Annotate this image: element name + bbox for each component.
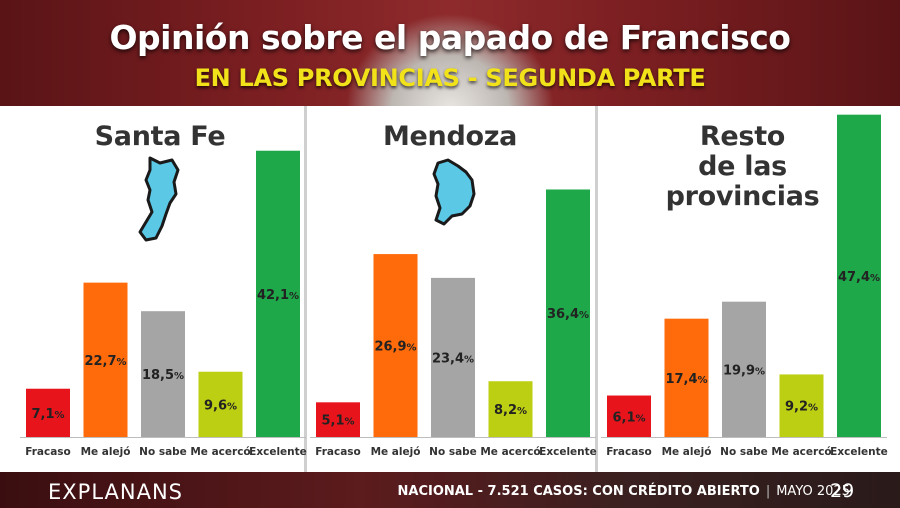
category-label: Fracaso	[315, 446, 361, 458]
bar-value-label: 9,6%	[204, 398, 237, 413]
brand-logo: EXPLANANS	[48, 480, 183, 504]
bar-fracaso	[26, 388, 70, 437]
category-label: No sabe	[720, 446, 768, 458]
category-label: Fracaso	[606, 446, 652, 458]
bar-value-number: 47,4	[838, 270, 870, 285]
bar-value-label: 22,7%	[84, 354, 126, 369]
bar-value-unit: %	[698, 375, 708, 386]
panel-title-line: de las	[698, 151, 787, 182]
bar-me-alejó	[664, 318, 709, 437]
page-subtitle: EN LAS PROVINCIAS - SEGUNDA PARTE	[194, 64, 706, 92]
panel-title-line: Resto	[699, 121, 786, 152]
bar-value-label: 36,4%	[547, 307, 589, 322]
category-label: Me acercó	[771, 446, 831, 458]
bar-value-unit: %	[407, 343, 417, 354]
bar-value-number: 6,1	[612, 410, 635, 425]
bar-me-acercó	[488, 381, 533, 437]
bar-value-label: 26,9%	[374, 340, 416, 355]
bar-value-number: 5,1	[321, 414, 344, 429]
page-number: 29	[830, 480, 855, 502]
mendoza-map-icon	[432, 158, 476, 226]
bar-excelente	[546, 189, 590, 437]
bar-value-number: 22,7	[84, 354, 116, 369]
category-label: Me alejó	[81, 446, 131, 458]
bar-value-unit: %	[345, 417, 355, 428]
panel-title-santa-fe: Santa Fe	[94, 121, 226, 152]
bar-value-number: 9,2	[785, 400, 808, 415]
bar-excelente	[837, 114, 881, 438]
bar-me-alejó	[83, 282, 128, 437]
footer-bar	[0, 472, 900, 508]
bar-value-label: 8,2%	[494, 403, 527, 418]
survey-info: NACIONAL - 7.521 CASOS: CON CRÉDITO ABIE…	[397, 484, 760, 499]
bar-value-unit: %	[579, 310, 589, 321]
category-label: No sabe	[139, 446, 187, 458]
panel-title-line: provincias	[665, 181, 820, 212]
panel-title-resto: Resto de las provincias	[640, 122, 845, 212]
bar-value-unit: %	[55, 410, 65, 421]
footer-info: NACIONAL - 7.521 CASOS: CON CRÉDITO ABIE…	[398, 484, 851, 499]
bar-value-number: 8,2	[494, 403, 517, 418]
bar-value-label: 9,2%	[785, 400, 818, 415]
header-banner: Opinión sobre el papado de Francisco EN …	[0, 0, 900, 106]
bar-no-sabe	[141, 311, 185, 437]
bar-value-number: 18,5	[142, 368, 174, 383]
category-label: No sabe	[429, 446, 477, 458]
bar-value-unit: %	[808, 403, 818, 414]
bar-me-acercó	[779, 374, 824, 437]
bar-value-unit: %	[464, 354, 474, 365]
category-label: Excelente	[539, 446, 597, 458]
santa-fe-map-icon	[138, 156, 180, 242]
bar-value-label: 47,4%	[838, 270, 880, 285]
bar-me-alejó	[373, 254, 418, 437]
bar-value-number: 19,9	[723, 363, 755, 378]
bar-value-label: 7,1%	[31, 407, 64, 422]
bar-value-number: 26,9	[374, 340, 406, 355]
bar-fracaso	[607, 395, 651, 437]
category-label: Me alejó	[371, 446, 421, 458]
footer-separator: |	[765, 484, 771, 499]
bar-value-label: 42,1%	[257, 288, 299, 303]
bar-fracaso	[316, 402, 360, 437]
bar-value-unit: %	[636, 413, 646, 424]
panel-divider	[304, 106, 307, 472]
survey-date: MAYO 2025	[776, 484, 850, 499]
bar-value-number: 7,1	[31, 407, 54, 422]
bar-value-unit: %	[289, 291, 299, 302]
bar-value-unit: %	[227, 401, 237, 412]
bar-no-sabe	[722, 301, 766, 437]
bar-value-number: 42,1	[257, 288, 289, 303]
bar-no-sabe	[431, 277, 475, 437]
category-label: Excelente	[830, 446, 888, 458]
bar-value-label: 18,5%	[142, 368, 184, 383]
category-label: Me alejó	[662, 446, 712, 458]
bar-value-label: 6,1%	[612, 410, 645, 425]
bar-value-unit: %	[755, 366, 765, 377]
bar-value-unit: %	[117, 357, 127, 368]
bar-value-label: 23,4%	[432, 351, 474, 366]
panel-divider	[595, 106, 598, 472]
bar-value-unit: %	[870, 273, 880, 284]
page-title: Opinión sobre el papado de Francisco	[109, 18, 791, 57]
category-label: Excelente	[249, 446, 307, 458]
category-label: Me acercó	[190, 446, 250, 458]
bar-value-number: 9,6	[204, 398, 227, 413]
bar-value-number: 36,4	[547, 307, 579, 322]
bar-value-unit: %	[517, 406, 527, 417]
category-label: Me acercó	[480, 446, 540, 458]
bar-value-label: 5,1%	[321, 414, 354, 429]
bar-value-unit: %	[174, 371, 184, 382]
category-label: Fracaso	[25, 446, 71, 458]
bar-value-label: 19,9%	[723, 363, 765, 378]
bar-value-label: 17,4%	[665, 372, 707, 387]
bar-value-number: 23,4	[432, 351, 464, 366]
bar-excelente	[256, 150, 300, 437]
panel-title-mendoza: Mendoza	[382, 121, 518, 152]
bar-value-number: 17,4	[665, 372, 697, 387]
bar-me-acercó	[198, 371, 243, 437]
